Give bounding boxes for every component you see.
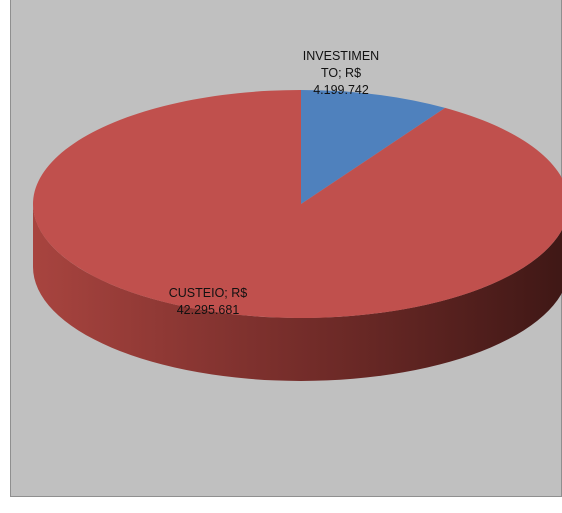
pie-chart (33, 90, 562, 381)
slice-label-investimento: INVESTIMEN TO; R$ 4.199.742 (302, 49, 380, 97)
chart-area: INVESTIMEN TO; R$ 4.199.742 CUSTEIO; R$ … (10, 0, 562, 497)
pie-side-custeio (33, 204, 562, 381)
pie-slice-custeio (33, 90, 562, 318)
slice-label-custeio: CUSTEIO; R$ 42.295.681 (168, 286, 248, 317)
pie-slice-investimento (301, 90, 446, 204)
